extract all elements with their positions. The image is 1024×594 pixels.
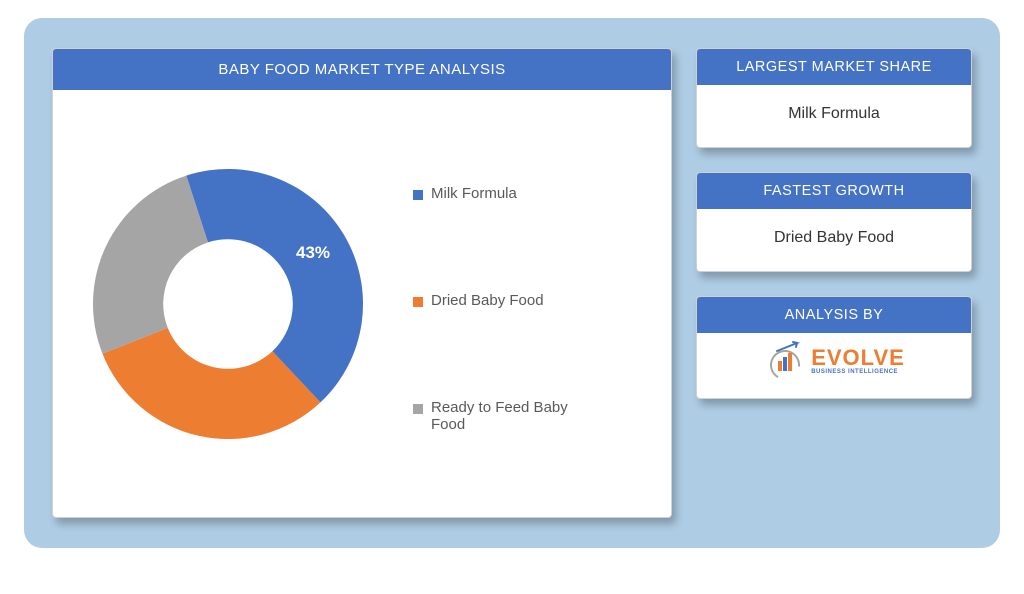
card-header: FASTEST GROWTH: [697, 173, 971, 209]
brand-logo: EVOLVE BUSINESS INTELLIGENCE: [697, 333, 971, 398]
chart-legend: Milk Formula Dried Baby Food Ready to Feed…: [413, 175, 593, 433]
donut-segment: [93, 175, 208, 353]
legend-label: Dried Baby Food: [431, 292, 544, 309]
segment-percent-label: 43%: [296, 243, 330, 263]
legend-item: Ready to Feed Baby Food: [413, 399, 593, 433]
donut-chart: 43%: [83, 159, 373, 449]
chart-title: BABY FOOD MARKET TYPE ANALYSIS: [53, 49, 671, 90]
brand-name: EVOLVE: [811, 347, 905, 369]
legend-swatch: [413, 297, 423, 307]
card-header: ANALYSIS BY: [697, 297, 971, 333]
legend-item: Dried Baby Food: [413, 292, 593, 309]
legend-item: Milk Formula: [413, 185, 593, 202]
card-fastest-growth: FASTEST GROWTH Dried Baby Food: [696, 172, 972, 272]
card-value: Dried Baby Food: [697, 209, 971, 271]
legend-swatch: [413, 190, 423, 200]
dashboard-canvas: BABY FOOD MARKET TYPE ANALYSIS 43% Milk …: [24, 18, 1000, 548]
side-cards: LARGEST MARKET SHARE Milk Formula FASTES…: [696, 48, 972, 518]
legend-label: Ready to Feed Baby Food: [431, 399, 593, 433]
legend-label: Milk Formula: [431, 185, 517, 202]
card-analysis-by: ANALYSIS BY EVOLVE BUSINESS INTELLIGENCE: [696, 296, 972, 399]
chart-panel: BABY FOOD MARKET TYPE ANALYSIS 43% Milk …: [52, 48, 672, 518]
card-largest-share: LARGEST MARKET SHARE Milk Formula: [696, 48, 972, 148]
legend-swatch: [413, 404, 423, 414]
card-value: Milk Formula: [697, 85, 971, 147]
card-header: LARGEST MARKET SHARE: [697, 49, 971, 85]
donut-svg: [83, 159, 373, 449]
brand-tagline: BUSINESS INTELLIGENCE: [811, 369, 898, 375]
evolve-icon: [763, 339, 807, 383]
chart-body: 43% Milk Formula Dried Baby Food Ready to …: [53, 90, 671, 517]
